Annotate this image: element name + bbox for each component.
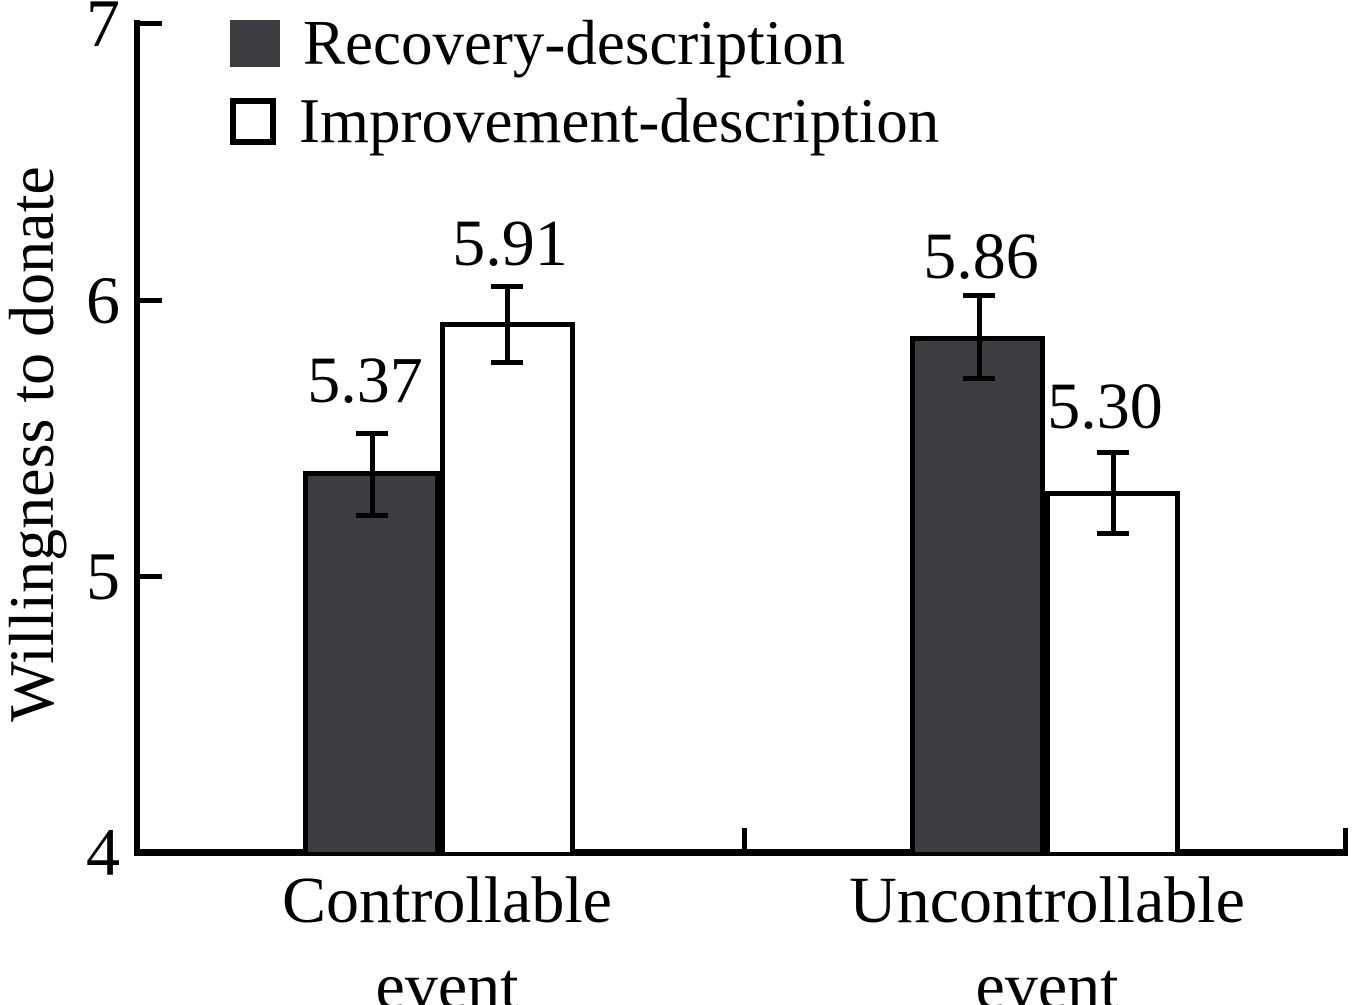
y-tick-mark-5	[140, 574, 162, 579]
y-tick-label-7: 7	[86, 0, 120, 61]
x-axis-line	[134, 849, 1348, 856]
y-axis-title: Willingness to donate	[0, 166, 67, 722]
y-axis-line	[134, 20, 140, 856]
x-category-label-controllable: Controllable event	[282, 858, 612, 1005]
x-category-line2: event	[375, 950, 519, 1005]
legend-label: Improvement-description	[299, 85, 940, 156]
x-category-line1: Uncontrollable	[849, 864, 1245, 937]
y-tick-label-4: 4	[86, 814, 120, 890]
legend-swatch-outline-icon	[230, 97, 276, 145]
x-tick-mark-right	[1343, 828, 1348, 849]
x-category-label-uncontrollable: Uncontrollable event	[849, 858, 1245, 1005]
y-tick-mark-6	[140, 298, 162, 303]
x-tick-mark-middle	[742, 828, 747, 849]
legend-label: Recovery-description	[303, 7, 846, 78]
bar-recovery-controllable	[303, 471, 440, 852]
legend-swatch-filled-icon	[230, 19, 280, 67]
bar-improvement-controllable	[440, 322, 575, 852]
legend-item-improvement: Improvement-description	[230, 85, 940, 156]
y-tick-label-6: 6	[86, 262, 120, 338]
y-tick-mark-7	[140, 21, 162, 26]
value-label: 5.86	[923, 220, 1039, 293]
value-label: 5.91	[452, 207, 568, 280]
value-label: 5.37	[307, 344, 423, 417]
x-category-line2: event	[975, 950, 1119, 1005]
y-tick-label-5: 5	[86, 538, 120, 614]
value-label: 5.30	[1047, 370, 1163, 443]
x-category-line1: Controllable	[282, 864, 612, 937]
bar-recovery-uncontrollable	[910, 336, 1045, 852]
legend-item-recovery: Recovery-description	[230, 7, 846, 78]
bar-improvement-uncontrollable	[1045, 491, 1180, 852]
